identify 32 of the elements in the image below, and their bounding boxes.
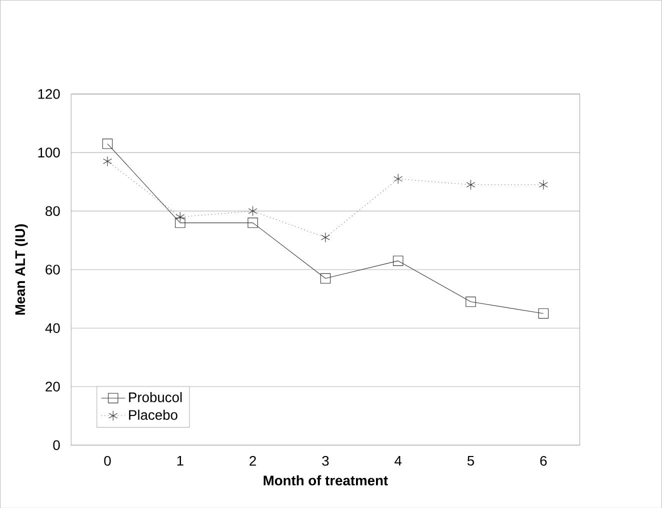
- point: [466, 296, 476, 307]
- point: [466, 179, 476, 190]
- y-tick-label: 80: [46, 206, 60, 216]
- x-tick-label: 5: [467, 456, 474, 466]
- point: [248, 217, 258, 228]
- point: [175, 217, 186, 228]
- point: [394, 174, 403, 184]
- y-tick-label: 100: [38, 147, 60, 158]
- point: [176, 212, 185, 222]
- y-axis-title: Mean ALT (IU): [14, 224, 28, 314]
- point: [538, 308, 549, 318]
- legend-label: Placebo: [129, 409, 178, 420]
- point: [392, 255, 404, 266]
- y-tick-label: 60: [46, 264, 60, 274]
- x-tick-label: 1: [177, 456, 184, 466]
- legend-label: Probucol: [129, 392, 182, 402]
- point: [102, 138, 113, 149]
- point: [320, 232, 330, 242]
- y-tick-label: 0: [53, 440, 60, 450]
- x-tick-label: 0: [104, 456, 111, 466]
- y-tick-label: 40: [45, 323, 60, 333]
- x-tick-label: 4: [394, 456, 402, 466]
- point: [248, 206, 258, 216]
- x-axis-title: Month of treatment: [264, 475, 388, 486]
- x-tick-label: 3: [322, 456, 329, 466]
- point: [103, 156, 112, 166]
- y-tick-label: 20: [46, 382, 60, 392]
- point: [320, 273, 331, 284]
- x-tick-label: 6: [540, 456, 547, 466]
- point: [538, 179, 548, 190]
- y-tick-label: 120: [38, 88, 60, 99]
- x-tick-label: 2: [250, 456, 256, 466]
